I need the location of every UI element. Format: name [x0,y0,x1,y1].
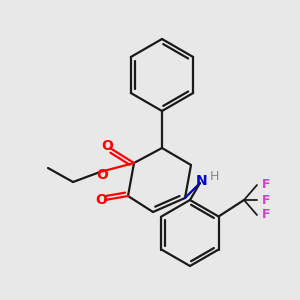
Text: O: O [101,139,113,153]
Text: F: F [262,194,271,206]
Text: O: O [95,193,107,207]
Text: F: F [262,208,271,221]
Text: H: H [209,170,219,184]
Text: F: F [262,178,271,191]
Text: N: N [196,174,208,188]
Text: O: O [96,168,108,182]
